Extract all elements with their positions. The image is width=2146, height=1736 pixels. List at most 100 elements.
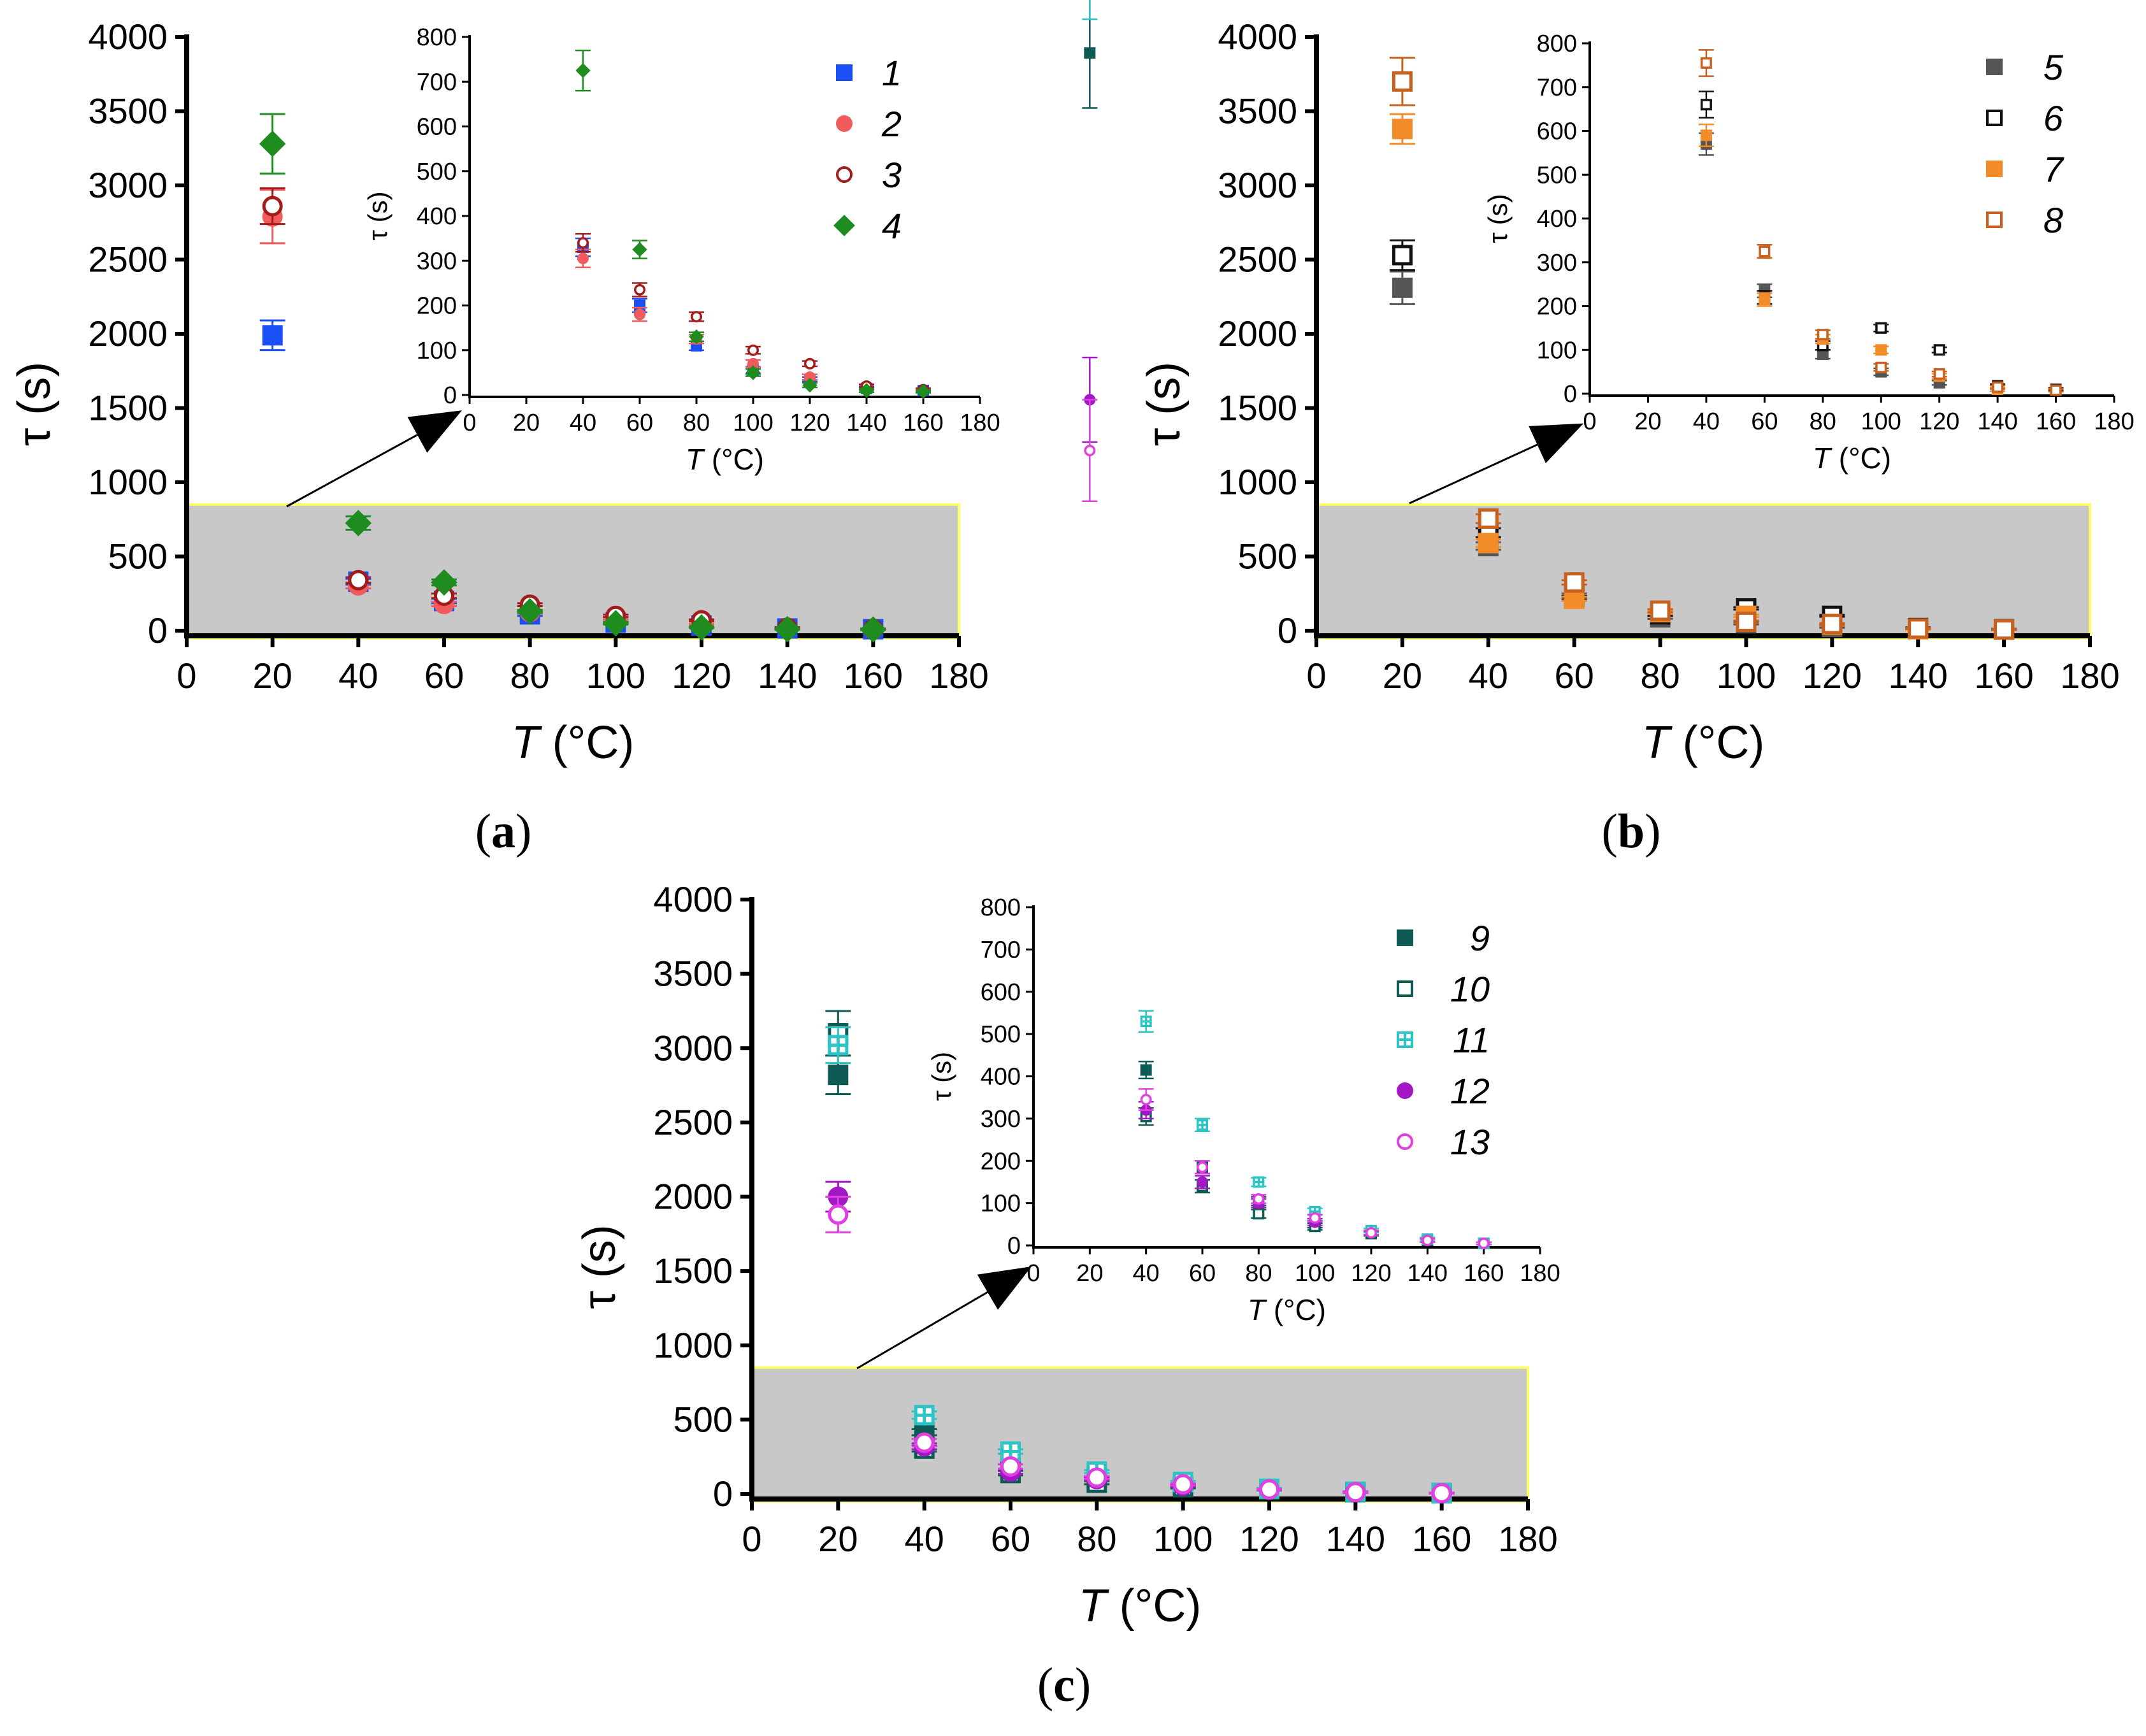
legend-label: 8	[2043, 200, 2063, 240]
inset-data-point	[1253, 1208, 1265, 1220]
data-point	[348, 570, 369, 591]
inset-y-tick-label: 200	[417, 293, 457, 320]
x-tick-label: 140	[758, 656, 817, 696]
inset-series-3	[575, 233, 931, 396]
legend-label: 12	[1450, 1071, 1490, 1111]
inset-x-axis-title: T (°C)	[1248, 1293, 1326, 1326]
series-13	[825, 1196, 1455, 1503]
inset-y-tick-label: 700	[417, 69, 457, 96]
inset-x-tick-label: 100	[733, 410, 773, 436]
legend-label: 13	[1450, 1122, 1490, 1162]
x-axis-title: T (°C)	[512, 717, 635, 768]
inset-y-tick-label: 300	[1537, 250, 1577, 276]
inset-data-point	[1365, 1227, 1377, 1239]
data-point	[431, 569, 457, 596]
inset-x-axis-var: T	[1813, 441, 1833, 475]
y-tick-label: 3500	[1218, 91, 1297, 131]
x-tick-label: 40	[905, 1519, 944, 1559]
inset-data-point	[634, 283, 645, 296]
y-tick-label: 0	[148, 610, 168, 650]
zoom-arrow	[286, 410, 463, 508]
data-point	[1345, 1482, 1366, 1503]
inset-y-axis-title: τ (s)	[926, 1052, 956, 1101]
x-tick-label: 120	[1239, 1519, 1299, 1559]
inset-y-tick-label: 600	[1537, 118, 1577, 145]
inset-x-tick-label: 80	[683, 410, 710, 436]
inset-series-13	[1082, 399, 1492, 1249]
inset-y-tick-label: 400	[417, 203, 457, 230]
inset-y-tick-label: 600	[417, 114, 457, 141]
legend-marker	[1397, 1031, 1413, 1048]
legend-label: 5	[2043, 47, 2064, 87]
inset-data-point	[859, 383, 874, 398]
inset-data-point	[1140, 1015, 1152, 1028]
inset-data-point	[1759, 245, 1771, 257]
data-point	[1392, 245, 1413, 266]
inset-data-point	[916, 384, 931, 399]
y-tick-label: 3500	[653, 954, 733, 994]
inset-x-axis-var: T	[686, 443, 705, 476]
inset-data-point	[691, 311, 702, 323]
x-tick-label: 40	[1469, 656, 1508, 696]
inset-series-2	[575, 248, 931, 396]
legend-label: 4	[882, 206, 902, 246]
inset-plot: 0 20 40 60 80 100 120 140 160 1800100200300400500…	[926, 0, 1560, 1326]
panel-label-open: (	[1602, 805, 1618, 858]
data-point	[828, 1065, 849, 1086]
inset-y-tick-label: 700	[1537, 75, 1577, 101]
inset-data-point	[575, 62, 591, 78]
inset-data-point	[1084, 47, 1096, 59]
x-tick-label: 60	[1555, 656, 1594, 696]
inset-data-point	[747, 357, 759, 369]
inset-data-point	[689, 329, 704, 345]
x-tick-label: 140	[1889, 656, 1948, 696]
x-tick-label: 160	[844, 656, 903, 696]
highlight-region	[185, 503, 960, 640]
legend: 5 6 7 8	[1986, 47, 2064, 240]
data-point	[828, 1204, 849, 1225]
data-point	[1086, 1467, 1107, 1488]
legend-marker	[836, 166, 853, 183]
inset-data-point	[747, 344, 759, 356]
y-tick-label: 2000	[653, 1177, 733, 1217]
legend-label: 1	[882, 53, 902, 93]
x-tick-label: 180	[2060, 656, 2119, 696]
inset-x-tick-label: 100	[1295, 1260, 1335, 1287]
legend-marker	[1986, 59, 2003, 75]
inset-y-tick-label: 400	[1537, 206, 1577, 233]
inset-x-axis-title: T (°C)	[686, 443, 764, 476]
inset-data-point	[1309, 1212, 1321, 1224]
zoom-arrow	[856, 1266, 1032, 1370]
inset-data-point	[1817, 329, 1829, 341]
inset-y-tick-label: 200	[981, 1148, 1021, 1175]
inset-x-axis-unit: (°C)	[1831, 441, 1891, 475]
inset-plot: 0 20 40 60 80 100 120 140 160 1800100200300400500…	[363, 24, 1000, 476]
inset-data-point	[1084, 445, 1096, 457]
inset-data-point	[1197, 1119, 1208, 1131]
panel-label-open: (	[1037, 1658, 1053, 1712]
inset-data-point	[1992, 381, 2004, 393]
data-point	[602, 610, 630, 637]
legend: 9 10 11 12 13	[1397, 918, 1490, 1162]
main-axes: 0 20 40 60 80 100 120 140 160 1800500100015002000…	[9, 17, 989, 768]
inset-y-tick-label: 700	[981, 936, 1021, 963]
inset-x-tick-label: 180	[960, 410, 1000, 436]
inset-data-point	[1197, 1176, 1208, 1188]
x-axis-var: T	[1079, 1581, 1110, 1632]
x-tick-label: 120	[672, 656, 731, 696]
inset-y-tick-label: 800	[1537, 31, 1577, 57]
data-point	[1650, 600, 1671, 621]
legend-label: 3	[882, 155, 902, 195]
y-tick-label: 0	[1278, 610, 1297, 650]
panel-label-letter: c	[1053, 1658, 1075, 1712]
y-tick-label: 500	[1238, 536, 1297, 577]
data-point	[1392, 277, 1413, 298]
inset-x-axis-unit: (°C)	[703, 443, 764, 476]
inset-series-1	[575, 237, 931, 396]
x-tick-label: 80	[510, 656, 550, 696]
inset-series-4	[575, 49, 931, 399]
inset-data-point	[1817, 348, 1829, 361]
x-tick-label: 40	[338, 656, 378, 696]
inset-data-point	[1197, 1161, 1208, 1173]
legend: 1 2 3 4	[833, 53, 902, 246]
